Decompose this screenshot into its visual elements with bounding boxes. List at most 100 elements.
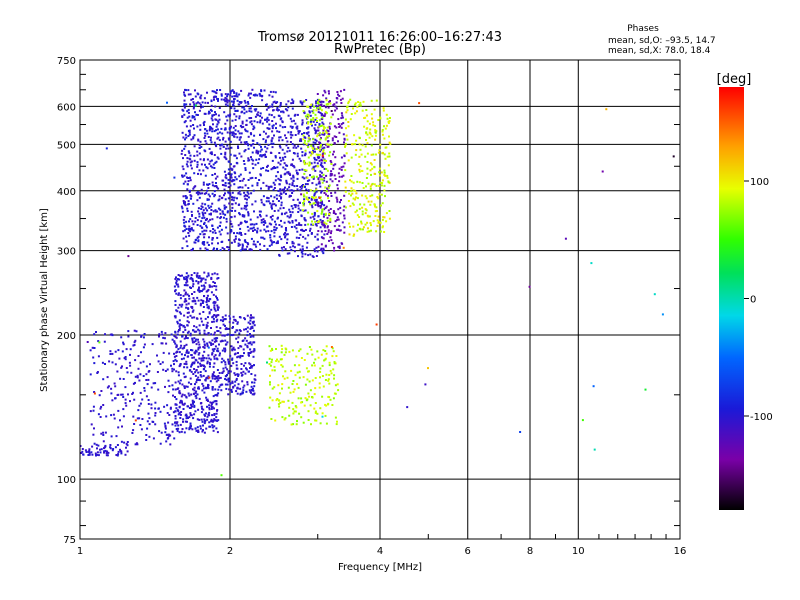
scatter-point xyxy=(314,419,317,422)
scatter-point xyxy=(274,155,277,158)
scatter-point xyxy=(217,120,220,123)
scatter-point xyxy=(280,344,283,347)
scatter-point xyxy=(360,222,363,225)
scatter-point xyxy=(206,297,209,299)
scatter-point xyxy=(184,138,186,141)
scatter-point xyxy=(173,285,176,288)
scatter-point xyxy=(581,419,584,422)
scatter-point xyxy=(312,149,315,152)
scatter-point xyxy=(277,114,280,117)
scatter-point xyxy=(192,400,195,403)
scatter-point xyxy=(296,171,298,174)
scatter-point xyxy=(187,417,189,419)
scatter-point xyxy=(358,143,361,146)
scatter-point xyxy=(379,181,382,184)
scatter-point xyxy=(213,331,216,334)
chart-title-line1: Tromsø 20121011 16:26:00–16:27:43 xyxy=(257,30,502,45)
scatter-point xyxy=(382,216,385,219)
scatter-point xyxy=(381,226,384,229)
scatter-point xyxy=(182,294,185,297)
scatter-point xyxy=(252,230,254,232)
scatter-point xyxy=(266,248,269,251)
scatter-point xyxy=(265,108,268,111)
scatter-point xyxy=(269,239,272,242)
scatter-point xyxy=(210,104,213,107)
scatter-point xyxy=(222,136,225,139)
scatter-point xyxy=(185,306,188,309)
scatter-point xyxy=(203,350,206,353)
scatter-point xyxy=(252,320,255,323)
scatter-point xyxy=(106,376,109,379)
scatter-point xyxy=(175,398,178,401)
scatter-point xyxy=(269,202,272,205)
scatter-point xyxy=(306,191,308,194)
scatter-point xyxy=(316,412,319,415)
scatter-point xyxy=(226,101,229,104)
scatter-point xyxy=(378,193,381,196)
scatter-point xyxy=(330,239,333,242)
scatter-point xyxy=(249,177,252,180)
scatter-point xyxy=(107,385,110,388)
scatter-point xyxy=(258,92,261,95)
scatter-point xyxy=(134,443,137,446)
scatter-point xyxy=(307,131,310,134)
scatter-point xyxy=(270,195,273,198)
scatter-point xyxy=(274,220,276,223)
scatter-point xyxy=(239,345,242,348)
scatter-point xyxy=(252,94,255,97)
scatter-point xyxy=(293,119,295,122)
scatter-point xyxy=(333,174,336,177)
scatter-point xyxy=(198,169,201,172)
scatter-point xyxy=(186,366,189,369)
scatter-point xyxy=(191,341,194,344)
scatter-point xyxy=(200,418,203,421)
scatter-point xyxy=(247,370,250,373)
scatter-point xyxy=(208,195,211,198)
scatter-point xyxy=(314,203,317,206)
scatter-point xyxy=(383,153,386,156)
scatter-point xyxy=(321,375,324,377)
scatter-point xyxy=(92,433,95,436)
scatter-point xyxy=(185,303,188,306)
scatter-point xyxy=(210,141,213,144)
scatter-point xyxy=(369,203,372,206)
scatter-point xyxy=(243,384,246,387)
scatter-point xyxy=(190,274,193,276)
scatter-point xyxy=(205,325,208,328)
scatter-point xyxy=(166,368,169,371)
scatter-point xyxy=(232,348,235,351)
scatter-point xyxy=(250,343,253,346)
scatter-point xyxy=(200,405,203,408)
scatter-point xyxy=(252,243,255,246)
scatter-point xyxy=(195,102,198,105)
scatter-point xyxy=(295,406,298,409)
scatter-point xyxy=(197,365,200,368)
scatter-point xyxy=(102,378,105,381)
scatter-point xyxy=(260,155,263,158)
scatter-point xyxy=(183,104,186,107)
scatter-point xyxy=(186,316,189,319)
scatter-point xyxy=(190,370,193,373)
scatter-point xyxy=(290,102,293,105)
scatter-point xyxy=(309,229,311,232)
scatter-point xyxy=(193,316,196,319)
scatter-point xyxy=(243,99,246,102)
scatter-point xyxy=(181,247,184,250)
scatter-point xyxy=(183,344,186,347)
scatter-point xyxy=(132,391,134,394)
scatter-point xyxy=(171,367,174,370)
scatter-point xyxy=(184,133,187,136)
scatter-point xyxy=(214,375,217,378)
scatter-point xyxy=(147,378,150,381)
scatter-point xyxy=(211,130,214,133)
scatter-point xyxy=(173,437,176,440)
scatter-point xyxy=(199,302,202,305)
scatter-point xyxy=(245,110,248,113)
scatter-point xyxy=(334,213,337,215)
scatter-point xyxy=(314,169,317,172)
scatter-point xyxy=(150,403,153,406)
scatter-point xyxy=(217,99,219,102)
scatter-point xyxy=(354,211,357,214)
scatter-point xyxy=(200,280,202,283)
scatter-point xyxy=(233,232,235,235)
